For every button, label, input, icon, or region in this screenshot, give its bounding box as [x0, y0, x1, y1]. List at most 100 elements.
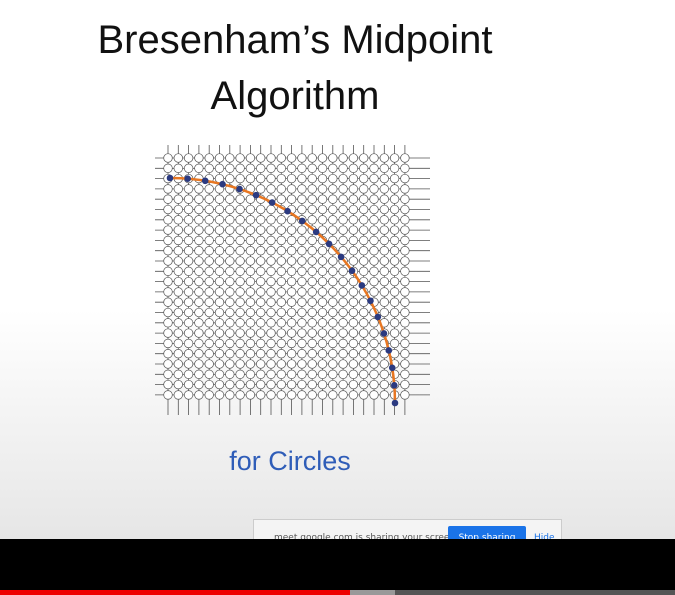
pixel — [297, 163, 307, 173]
pixel — [338, 307, 348, 318]
pixel — [235, 215, 245, 225]
pixel — [276, 390, 286, 400]
pixel — [328, 163, 338, 173]
pixel — [297, 173, 307, 184]
pixel — [225, 287, 235, 297]
pixel — [204, 246, 214, 256]
pixel — [163, 287, 173, 297]
pixel — [297, 318, 307, 328]
pixel — [266, 184, 276, 194]
pixel — [338, 379, 348, 390]
pixel — [317, 194, 328, 204]
pixel — [400, 307, 410, 318]
pixel — [194, 338, 204, 349]
pixel — [286, 287, 297, 297]
pixel — [359, 307, 369, 318]
pixel — [389, 246, 400, 256]
pixel — [286, 173, 297, 184]
pixel — [194, 349, 204, 359]
pixel — [338, 235, 348, 246]
pixel — [338, 246, 348, 256]
pixel — [276, 235, 286, 246]
pixel — [369, 235, 379, 246]
pixel — [214, 369, 225, 379]
pixel — [245, 287, 256, 297]
pixel — [256, 379, 266, 390]
pixel — [204, 287, 214, 297]
pixel — [173, 359, 183, 369]
pixel — [379, 153, 389, 163]
pixel — [369, 359, 379, 369]
pixel — [163, 297, 173, 307]
pixel — [256, 204, 266, 215]
pixel — [183, 153, 194, 163]
pixel — [266, 297, 276, 307]
pixel — [328, 153, 338, 163]
pixel — [389, 173, 400, 184]
pixel — [245, 266, 256, 276]
pixel — [256, 287, 266, 297]
pixel — [173, 235, 183, 246]
pixel — [266, 256, 276, 266]
pixel — [245, 318, 256, 328]
pixel — [245, 194, 256, 204]
pixel — [214, 153, 225, 163]
pixel — [297, 328, 307, 338]
pixel — [307, 256, 317, 266]
plotted-pixel — [236, 185, 243, 193]
pixel — [328, 390, 338, 400]
pixel — [276, 173, 286, 184]
pixel — [266, 359, 276, 369]
pixel — [194, 297, 204, 307]
pixel — [204, 379, 214, 390]
pixel — [163, 215, 173, 225]
pixel — [328, 215, 338, 225]
pixel — [297, 276, 307, 287]
pixel — [256, 318, 266, 328]
pixel — [369, 390, 379, 400]
pixel — [359, 246, 369, 256]
pixel — [297, 246, 307, 256]
pixel — [214, 349, 225, 359]
pixel — [328, 349, 338, 359]
pixel — [328, 307, 338, 318]
pixel — [369, 215, 379, 225]
pixel — [266, 307, 276, 318]
pixel — [163, 256, 173, 266]
pixel — [359, 328, 369, 338]
pixel — [317, 246, 328, 256]
pixel — [389, 318, 400, 328]
pixel — [369, 204, 379, 215]
pixel — [256, 256, 266, 266]
pixel — [235, 379, 245, 390]
pixel — [194, 276, 204, 287]
pixel — [400, 287, 410, 297]
pixel — [338, 184, 348, 194]
pixel — [286, 163, 297, 173]
pixel — [307, 215, 317, 225]
pixel — [204, 235, 214, 246]
pixel — [307, 194, 317, 204]
pixel — [369, 266, 379, 276]
plotted-pixel — [201, 177, 209, 185]
pixel — [400, 379, 410, 390]
pixel — [328, 266, 338, 276]
pixel — [276, 225, 286, 235]
pixel — [245, 153, 256, 163]
hide-link[interactable]: Hide — [534, 533, 555, 543]
pixel — [348, 307, 359, 318]
pixel — [338, 153, 348, 163]
pixel — [359, 153, 369, 163]
pixel — [173, 256, 183, 266]
pixel — [307, 204, 317, 215]
pixel — [163, 349, 173, 359]
pixel — [369, 349, 379, 359]
pixel — [359, 369, 369, 379]
pixel — [328, 369, 338, 379]
pixel — [297, 307, 307, 318]
pixel — [266, 287, 276, 297]
pixel — [328, 318, 338, 328]
pixel — [297, 369, 307, 379]
pixel — [286, 349, 297, 359]
pixel — [359, 184, 369, 194]
